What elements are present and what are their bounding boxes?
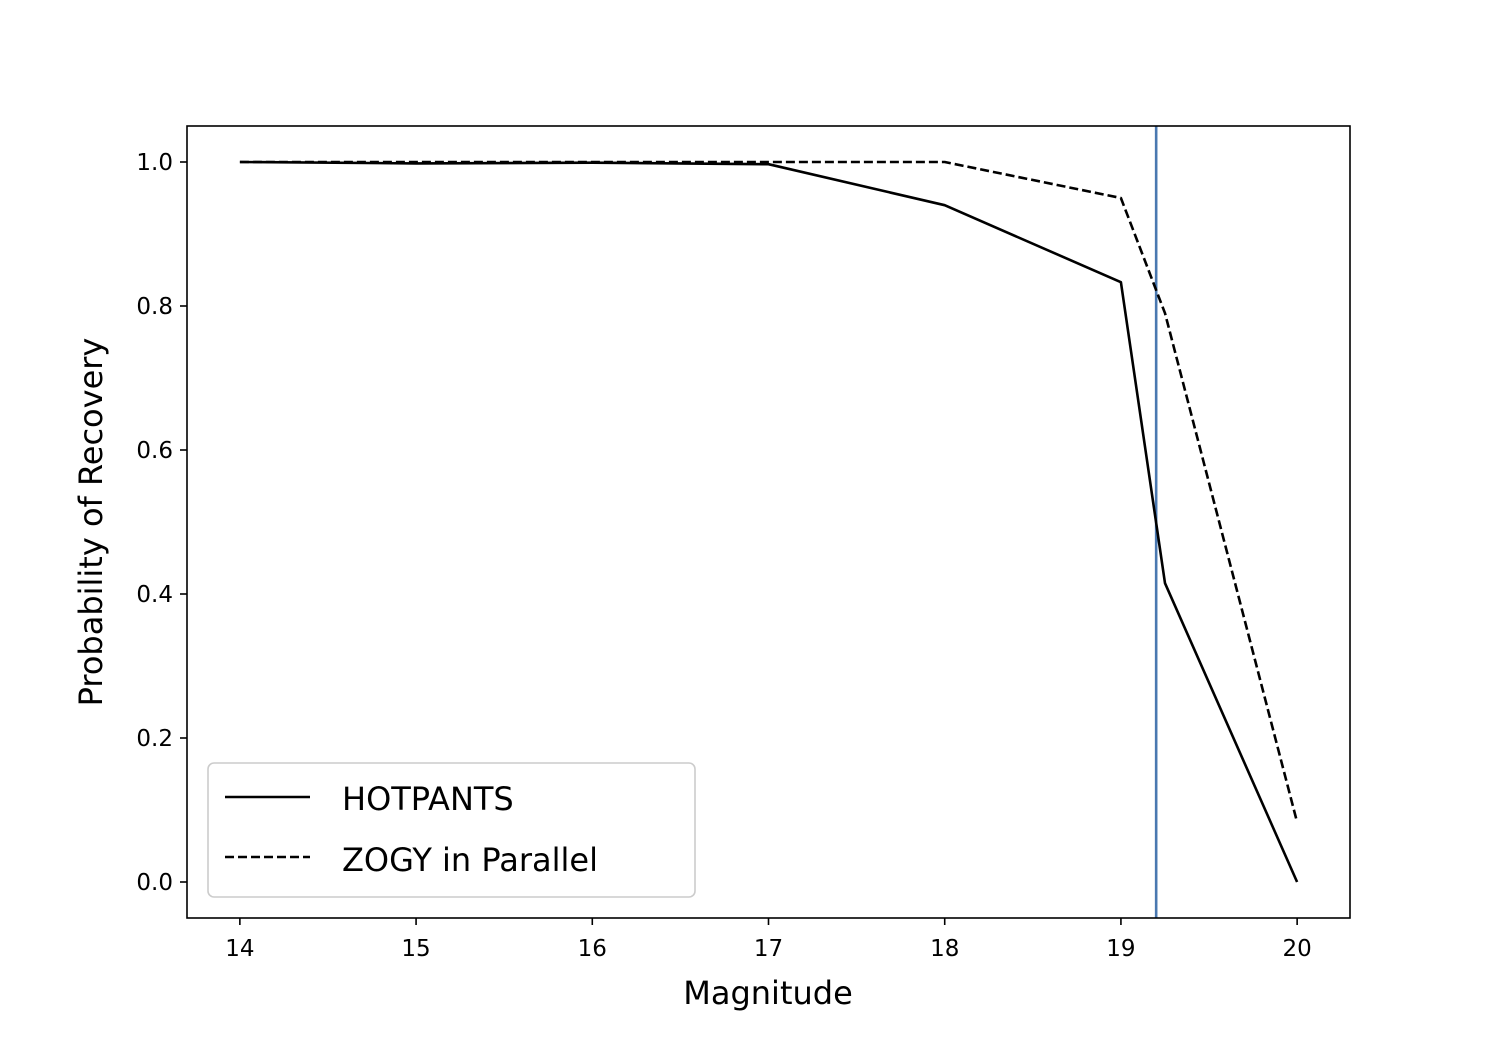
y-tick-label: 0.2 <box>136 726 173 752</box>
x-tick-label: 19 <box>1106 936 1135 962</box>
x-axis-label: Magnitude <box>683 974 853 1012</box>
y-tick-label: 0.0 <box>136 870 173 896</box>
y-tick-label: 0.6 <box>136 438 173 464</box>
lines-layer <box>239 126 1299 918</box>
legend-box <box>207 762 696 898</box>
x-tick-label: 14 <box>225 936 254 962</box>
y-tick-label: 0.4 <box>136 582 173 608</box>
series-line-hotpants <box>239 160 1299 883</box>
series-line-zogy <box>239 160 1299 823</box>
x-tick-label: 16 <box>578 936 607 962</box>
x-tick-label: 20 <box>1282 936 1311 962</box>
legend-label-hotpants: HOTPANTS <box>342 780 514 818</box>
x-tick-label: 17 <box>754 936 783 962</box>
y-tick-label: 0.8 <box>136 294 173 320</box>
x-tick-label: 15 <box>401 936 430 962</box>
ticks-layer: 14 15 16 17 18 19 20 0.0 0.2 0.4 0.6 0.8 1.0 <box>136 150 1311 962</box>
x-tick-label: 18 <box>930 936 959 962</box>
y-axis-label: Probability of Recovery <box>72 338 110 707</box>
legend: HOTPANTS ZOGY in Parallel <box>207 762 696 898</box>
y-tick-label: 1.0 <box>136 150 173 176</box>
legend-label-zogy: ZOGY in Parallel <box>342 841 598 879</box>
